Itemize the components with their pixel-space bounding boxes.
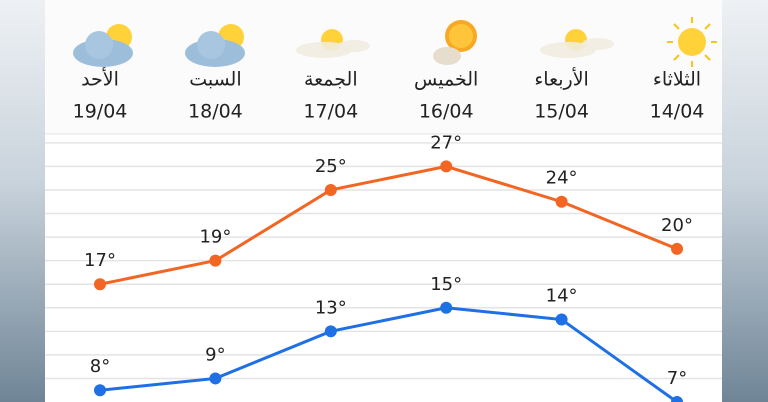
point [324, 183, 337, 196]
data-label: 27° [430, 132, 462, 153]
point [555, 195, 568, 208]
data-label: 24° [546, 168, 578, 189]
temperature-line [99, 306, 678, 402]
data-label: 7° [667, 368, 687, 389]
date-label: 19/04 [73, 101, 128, 123]
point [440, 160, 453, 173]
date-label: 16/04 [419, 101, 474, 123]
day-name: الثلاثاء [653, 69, 701, 91]
temperature-line [99, 164, 678, 286]
partly-cloudy-icon [540, 29, 614, 58]
date-label: 17/04 [303, 101, 358, 123]
day-name: الجمعة [304, 69, 358, 91]
partly-cloudy-icon [296, 29, 370, 58]
date-label: 15/04 [534, 101, 589, 123]
day-name: الأربعاء [534, 68, 588, 91]
point [94, 384, 106, 397]
data-label: 15° [430, 274, 462, 295]
point [440, 301, 453, 314]
point [555, 313, 568, 326]
point [671, 396, 683, 402]
data-label: 25° [315, 156, 347, 177]
data-label: 19° [199, 227, 231, 248]
cloud-sun-icon [73, 24, 133, 67]
day-name: الأحد [81, 68, 119, 91]
data-label: 8° [90, 356, 110, 377]
sun-icon [667, 17, 717, 67]
date-label: 18/04 [188, 101, 243, 123]
grid [45, 142, 722, 380]
point [209, 372, 222, 385]
point [209, 254, 222, 267]
data-label: 14° [546, 286, 578, 307]
data-label: 13° [315, 297, 347, 318]
point [324, 325, 337, 338]
point [671, 242, 683, 255]
sun-cloud-icon [433, 20, 477, 65]
data-label: 20° [661, 215, 693, 236]
point [94, 278, 106, 291]
date-label: 14/04 [650, 101, 705, 123]
data-label: 17° [84, 250, 116, 271]
data-label: 9° [205, 344, 225, 365]
header-background [45, 0, 722, 134]
cloud-sun-icon [185, 24, 245, 67]
day-name: السبت [189, 69, 241, 91]
day-name: الخميس [414, 69, 478, 91]
weather-icons [73, 17, 717, 67]
